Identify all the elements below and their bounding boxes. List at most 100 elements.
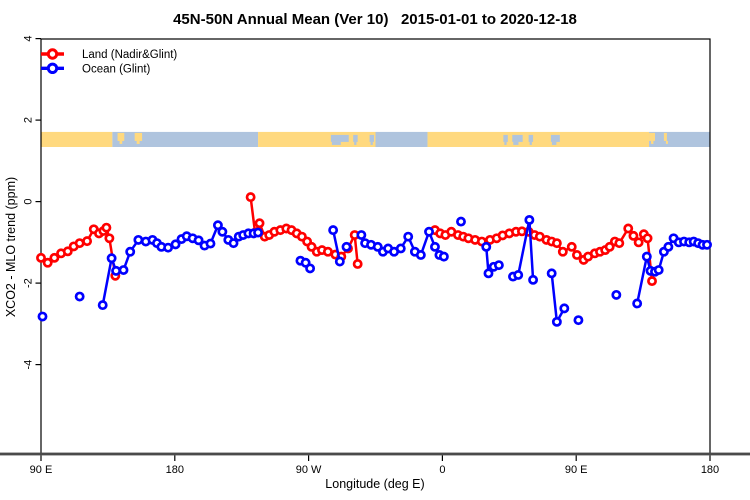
data-point	[632, 298, 643, 309]
data-point	[481, 241, 492, 252]
data-point	[74, 291, 85, 302]
data-point	[106, 253, 117, 264]
data-point	[663, 241, 674, 252]
y-tick-label: -4	[23, 360, 35, 370]
data-point	[641, 251, 652, 262]
data-point	[228, 238, 239, 249]
data-point	[456, 216, 466, 227]
data-point	[702, 239, 712, 250]
data-point	[212, 220, 223, 231]
data-point	[559, 303, 570, 314]
data-point	[101, 222, 112, 233]
data-point	[403, 231, 414, 242]
lake-speck	[512, 134, 523, 142]
data-point	[133, 234, 144, 245]
data-point	[628, 230, 639, 241]
data-point	[125, 246, 136, 257]
data-point	[62, 246, 73, 257]
series-land	[36, 192, 657, 287]
y-axis-ticks: 4 2 0 -2 -4	[23, 36, 41, 370]
data-point	[170, 239, 181, 250]
data-point	[614, 238, 625, 249]
lake-speck	[369, 134, 375, 142]
y-tick-label: 4	[23, 36, 35, 42]
data-point	[647, 276, 657, 287]
x-axis-title: Longitude (deg E)	[325, 477, 425, 491]
series-ocean	[37, 214, 712, 327]
data-point	[424, 226, 434, 237]
legend-label: Ocean (Glint)	[82, 63, 151, 75]
data-point	[97, 300, 108, 311]
x-tick-label: 180	[701, 464, 719, 476]
island-speck	[663, 132, 667, 141]
data-point	[493, 260, 504, 271]
data-point	[37, 311, 48, 322]
data-point	[551, 238, 562, 249]
data-point	[528, 274, 539, 285]
data-point	[438, 251, 449, 262]
data-point	[653, 265, 664, 276]
data-point	[205, 238, 216, 249]
data-point	[217, 226, 228, 237]
world-map-band	[41, 131, 710, 147]
x-axis-rule	[0, 452, 750, 456]
data-point	[352, 258, 363, 269]
data-point	[546, 268, 557, 279]
data-point	[524, 214, 535, 225]
y-tick-label: 0	[23, 199, 35, 205]
data-point	[111, 265, 122, 276]
legend: Land (Nadir&Glint) Ocean (Glint)	[41, 48, 177, 75]
data-point	[341, 241, 352, 252]
island-speck	[649, 132, 655, 141]
data-point	[551, 316, 562, 327]
y-axis-title: XCO2 - MLO trend (ppm)	[4, 176, 18, 318]
data-point	[253, 227, 264, 238]
data-point	[611, 289, 622, 300]
data-point	[193, 235, 204, 246]
data-point	[415, 250, 426, 260]
data-point	[513, 270, 524, 280]
data-point	[356, 230, 367, 240]
chart-title: 45N-50N Annual Mean (Ver 10) 2015-01-01 …	[173, 11, 577, 28]
data-point	[334, 256, 345, 267]
lake-speck	[503, 134, 508, 142]
x-axis-ticks: 90 E 180 90 W 0 90 E 180	[30, 455, 719, 476]
y-tick-label: 2	[23, 117, 35, 123]
data-point	[328, 225, 339, 236]
data-point	[633, 237, 644, 248]
x-tick-label: 90 E	[565, 464, 588, 476]
legend-label: Land (Nadir&Glint)	[82, 49, 177, 61]
island-speck	[117, 132, 125, 141]
data-point	[245, 192, 256, 203]
lake-speck	[330, 134, 349, 142]
data-point	[42, 257, 53, 268]
data-point	[104, 233, 115, 244]
island-speck	[134, 132, 143, 141]
data-point	[118, 265, 129, 276]
data-point	[36, 252, 46, 263]
data-point	[254, 218, 265, 229]
y-tick-label: -2	[23, 278, 35, 288]
lake-speck	[528, 134, 534, 142]
data-point	[483, 268, 494, 279]
data-point	[623, 223, 634, 234]
data-point	[571, 250, 582, 260]
data-point	[557, 246, 568, 257]
data-point	[163, 242, 174, 253]
data-point	[573, 315, 584, 326]
data-point	[395, 243, 406, 254]
lake-speck	[353, 134, 358, 142]
data-point	[566, 241, 577, 252]
legend-marker	[46, 62, 59, 75]
x-tick-label: 180	[166, 464, 184, 476]
data-point	[49, 252, 60, 263]
x-tick-label: 90 E	[30, 464, 53, 476]
x-tick-label: 0	[439, 464, 445, 476]
data-point	[430, 241, 440, 252]
data-point	[305, 263, 316, 274]
x-tick-label: 90 W	[296, 464, 322, 476]
data-point	[82, 236, 93, 247]
lake-speck	[550, 134, 560, 142]
